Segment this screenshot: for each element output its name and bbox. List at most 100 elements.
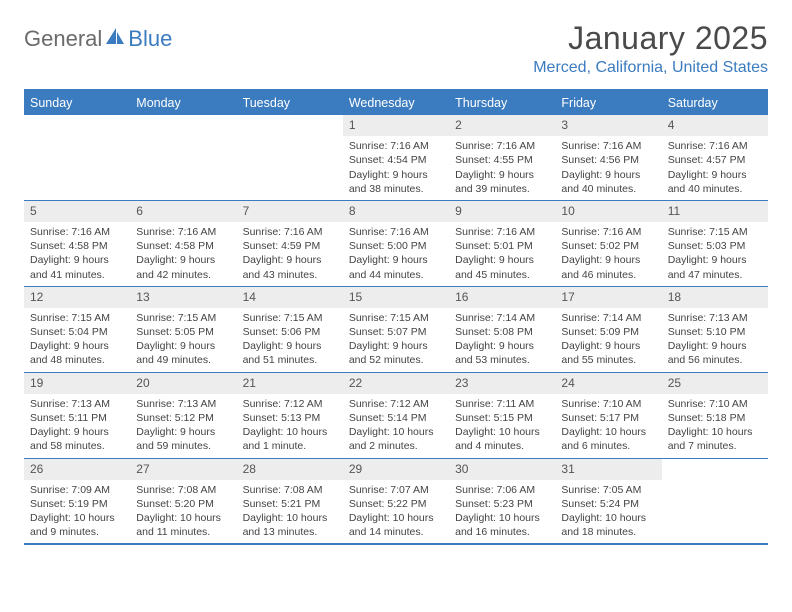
week-row: 5Sunrise: 7:16 AMSunset: 4:58 PMDaylight… bbox=[24, 201, 768, 287]
day-cell: 21Sunrise: 7:12 AMSunset: 5:13 PMDayligh… bbox=[237, 373, 343, 458]
day-number: 9 bbox=[449, 201, 555, 222]
day-number: 4 bbox=[662, 115, 768, 136]
day-header-cell: Thursday bbox=[449, 91, 555, 115]
day-cell: 2Sunrise: 7:16 AMSunset: 4:55 PMDaylight… bbox=[449, 115, 555, 200]
day-number: 18 bbox=[662, 287, 768, 308]
day-details: Sunrise: 7:15 AMSunset: 5:04 PMDaylight:… bbox=[24, 308, 130, 372]
day-number: 11 bbox=[662, 201, 768, 222]
day-header-cell: Wednesday bbox=[343, 91, 449, 115]
day-details: Sunrise: 7:16 AMSunset: 4:58 PMDaylight:… bbox=[24, 222, 130, 286]
day-details: Sunrise: 7:12 AMSunset: 5:14 PMDaylight:… bbox=[343, 394, 449, 458]
day-cell: 17Sunrise: 7:14 AMSunset: 5:09 PMDayligh… bbox=[555, 287, 661, 372]
day-header-cell: Sunday bbox=[24, 91, 130, 115]
day-cell: 28Sunrise: 7:08 AMSunset: 5:21 PMDayligh… bbox=[237, 459, 343, 544]
day-cell: 24Sunrise: 7:10 AMSunset: 5:17 PMDayligh… bbox=[555, 373, 661, 458]
day-details: Sunrise: 7:13 AMSunset: 5:11 PMDaylight:… bbox=[24, 394, 130, 458]
day-cell: 12Sunrise: 7:15 AMSunset: 5:04 PMDayligh… bbox=[24, 287, 130, 372]
day-number: 20 bbox=[130, 373, 236, 394]
day-number: 13 bbox=[130, 287, 236, 308]
day-cell: 7Sunrise: 7:16 AMSunset: 4:59 PMDaylight… bbox=[237, 201, 343, 286]
day-number: 21 bbox=[237, 373, 343, 394]
day-cell: 18Sunrise: 7:13 AMSunset: 5:10 PMDayligh… bbox=[662, 287, 768, 372]
page-title: January 2025 bbox=[533, 20, 768, 57]
day-details: Sunrise: 7:06 AMSunset: 5:23 PMDaylight:… bbox=[449, 480, 555, 544]
day-cell: 25Sunrise: 7:10 AMSunset: 5:18 PMDayligh… bbox=[662, 373, 768, 458]
day-details: Sunrise: 7:16 AMSunset: 5:01 PMDaylight:… bbox=[449, 222, 555, 286]
day-details: Sunrise: 7:16 AMSunset: 4:54 PMDaylight:… bbox=[343, 136, 449, 200]
day-cell: 13Sunrise: 7:15 AMSunset: 5:05 PMDayligh… bbox=[130, 287, 236, 372]
day-details: Sunrise: 7:10 AMSunset: 5:18 PMDaylight:… bbox=[662, 394, 768, 458]
day-cell: 1Sunrise: 7:16 AMSunset: 4:54 PMDaylight… bbox=[343, 115, 449, 200]
sail-icon bbox=[104, 26, 126, 52]
day-number: 3 bbox=[555, 115, 661, 136]
day-details: Sunrise: 7:16 AMSunset: 4:55 PMDaylight:… bbox=[449, 136, 555, 200]
week-row: 26Sunrise: 7:09 AMSunset: 5:19 PMDayligh… bbox=[24, 459, 768, 544]
title-block: January 2025 Merced, California, United … bbox=[533, 20, 768, 77]
day-cell: 5Sunrise: 7:16 AMSunset: 4:58 PMDaylight… bbox=[24, 201, 130, 286]
day-details: Sunrise: 7:16 AMSunset: 4:58 PMDaylight:… bbox=[130, 222, 236, 286]
day-details: Sunrise: 7:16 AMSunset: 4:59 PMDaylight:… bbox=[237, 222, 343, 286]
day-cell: 10Sunrise: 7:16 AMSunset: 5:02 PMDayligh… bbox=[555, 201, 661, 286]
logo-text-2: Blue bbox=[128, 26, 172, 52]
day-cell: 20Sunrise: 7:13 AMSunset: 5:12 PMDayligh… bbox=[130, 373, 236, 458]
day-number: 23 bbox=[449, 373, 555, 394]
day-number: 27 bbox=[130, 459, 236, 480]
day-number: 24 bbox=[555, 373, 661, 394]
day-header-cell: Monday bbox=[130, 91, 236, 115]
day-cell: 30Sunrise: 7:06 AMSunset: 5:23 PMDayligh… bbox=[449, 459, 555, 544]
week-row: 12Sunrise: 7:15 AMSunset: 5:04 PMDayligh… bbox=[24, 287, 768, 373]
day-details: Sunrise: 7:16 AMSunset: 5:02 PMDaylight:… bbox=[555, 222, 661, 286]
day-cell: 6Sunrise: 7:16 AMSunset: 4:58 PMDaylight… bbox=[130, 201, 236, 286]
day-number: 8 bbox=[343, 201, 449, 222]
day-cell: 29Sunrise: 7:07 AMSunset: 5:22 PMDayligh… bbox=[343, 459, 449, 544]
day-details: Sunrise: 7:08 AMSunset: 5:20 PMDaylight:… bbox=[130, 480, 236, 544]
day-number: 2 bbox=[449, 115, 555, 136]
day-cell: 8Sunrise: 7:16 AMSunset: 5:00 PMDaylight… bbox=[343, 201, 449, 286]
day-details: Sunrise: 7:14 AMSunset: 5:09 PMDaylight:… bbox=[555, 308, 661, 372]
day-details: Sunrise: 7:16 AMSunset: 4:56 PMDaylight:… bbox=[555, 136, 661, 200]
day-number: 22 bbox=[343, 373, 449, 394]
day-cell: . bbox=[237, 115, 343, 200]
day-details: Sunrise: 7:15 AMSunset: 5:07 PMDaylight:… bbox=[343, 308, 449, 372]
day-number: 7 bbox=[237, 201, 343, 222]
day-number: 29 bbox=[343, 459, 449, 480]
day-details: Sunrise: 7:09 AMSunset: 5:19 PMDaylight:… bbox=[24, 480, 130, 544]
header: General Blue January 2025 Merced, Califo… bbox=[24, 20, 768, 77]
day-number: 28 bbox=[237, 459, 343, 480]
day-cell: 11Sunrise: 7:15 AMSunset: 5:03 PMDayligh… bbox=[662, 201, 768, 286]
day-cell: 9Sunrise: 7:16 AMSunset: 5:01 PMDaylight… bbox=[449, 201, 555, 286]
day-details: Sunrise: 7:13 AMSunset: 5:12 PMDaylight:… bbox=[130, 394, 236, 458]
day-number: 19 bbox=[24, 373, 130, 394]
day-details: Sunrise: 7:14 AMSunset: 5:08 PMDaylight:… bbox=[449, 308, 555, 372]
day-cell: . bbox=[24, 115, 130, 200]
day-details: Sunrise: 7:12 AMSunset: 5:13 PMDaylight:… bbox=[237, 394, 343, 458]
day-number: 15 bbox=[343, 287, 449, 308]
day-cell: . bbox=[130, 115, 236, 200]
logo: General Blue bbox=[24, 20, 172, 52]
day-header-cell: Friday bbox=[555, 91, 661, 115]
location: Merced, California, United States bbox=[533, 59, 768, 77]
week-row: . . . 1Sunrise: 7:16 AMSunset: 4:54 PMDa… bbox=[24, 115, 768, 201]
day-number: 12 bbox=[24, 287, 130, 308]
day-header-cell: Saturday bbox=[662, 91, 768, 115]
day-cell: . bbox=[662, 459, 768, 544]
day-number: 1 bbox=[343, 115, 449, 136]
day-number: 16 bbox=[449, 287, 555, 308]
calendar: SundayMondayTuesdayWednesdayThursdayFrid… bbox=[24, 89, 768, 545]
day-cell: 23Sunrise: 7:11 AMSunset: 5:15 PMDayligh… bbox=[449, 373, 555, 458]
day-number: 10 bbox=[555, 201, 661, 222]
day-header-cell: Tuesday bbox=[237, 91, 343, 115]
day-details: Sunrise: 7:08 AMSunset: 5:21 PMDaylight:… bbox=[237, 480, 343, 544]
day-cell: 27Sunrise: 7:08 AMSunset: 5:20 PMDayligh… bbox=[130, 459, 236, 544]
day-details: Sunrise: 7:15 AMSunset: 5:06 PMDaylight:… bbox=[237, 308, 343, 372]
day-cell: 14Sunrise: 7:15 AMSunset: 5:06 PMDayligh… bbox=[237, 287, 343, 372]
day-details: Sunrise: 7:13 AMSunset: 5:10 PMDaylight:… bbox=[662, 308, 768, 372]
day-number: 17 bbox=[555, 287, 661, 308]
day-cell: 26Sunrise: 7:09 AMSunset: 5:19 PMDayligh… bbox=[24, 459, 130, 544]
logo-text-1: General bbox=[24, 26, 102, 52]
day-cell: 4Sunrise: 7:16 AMSunset: 4:57 PMDaylight… bbox=[662, 115, 768, 200]
day-details: Sunrise: 7:16 AMSunset: 5:00 PMDaylight:… bbox=[343, 222, 449, 286]
day-details: Sunrise: 7:15 AMSunset: 5:05 PMDaylight:… bbox=[130, 308, 236, 372]
day-cell: 31Sunrise: 7:05 AMSunset: 5:24 PMDayligh… bbox=[555, 459, 661, 544]
day-details: Sunrise: 7:11 AMSunset: 5:15 PMDaylight:… bbox=[449, 394, 555, 458]
